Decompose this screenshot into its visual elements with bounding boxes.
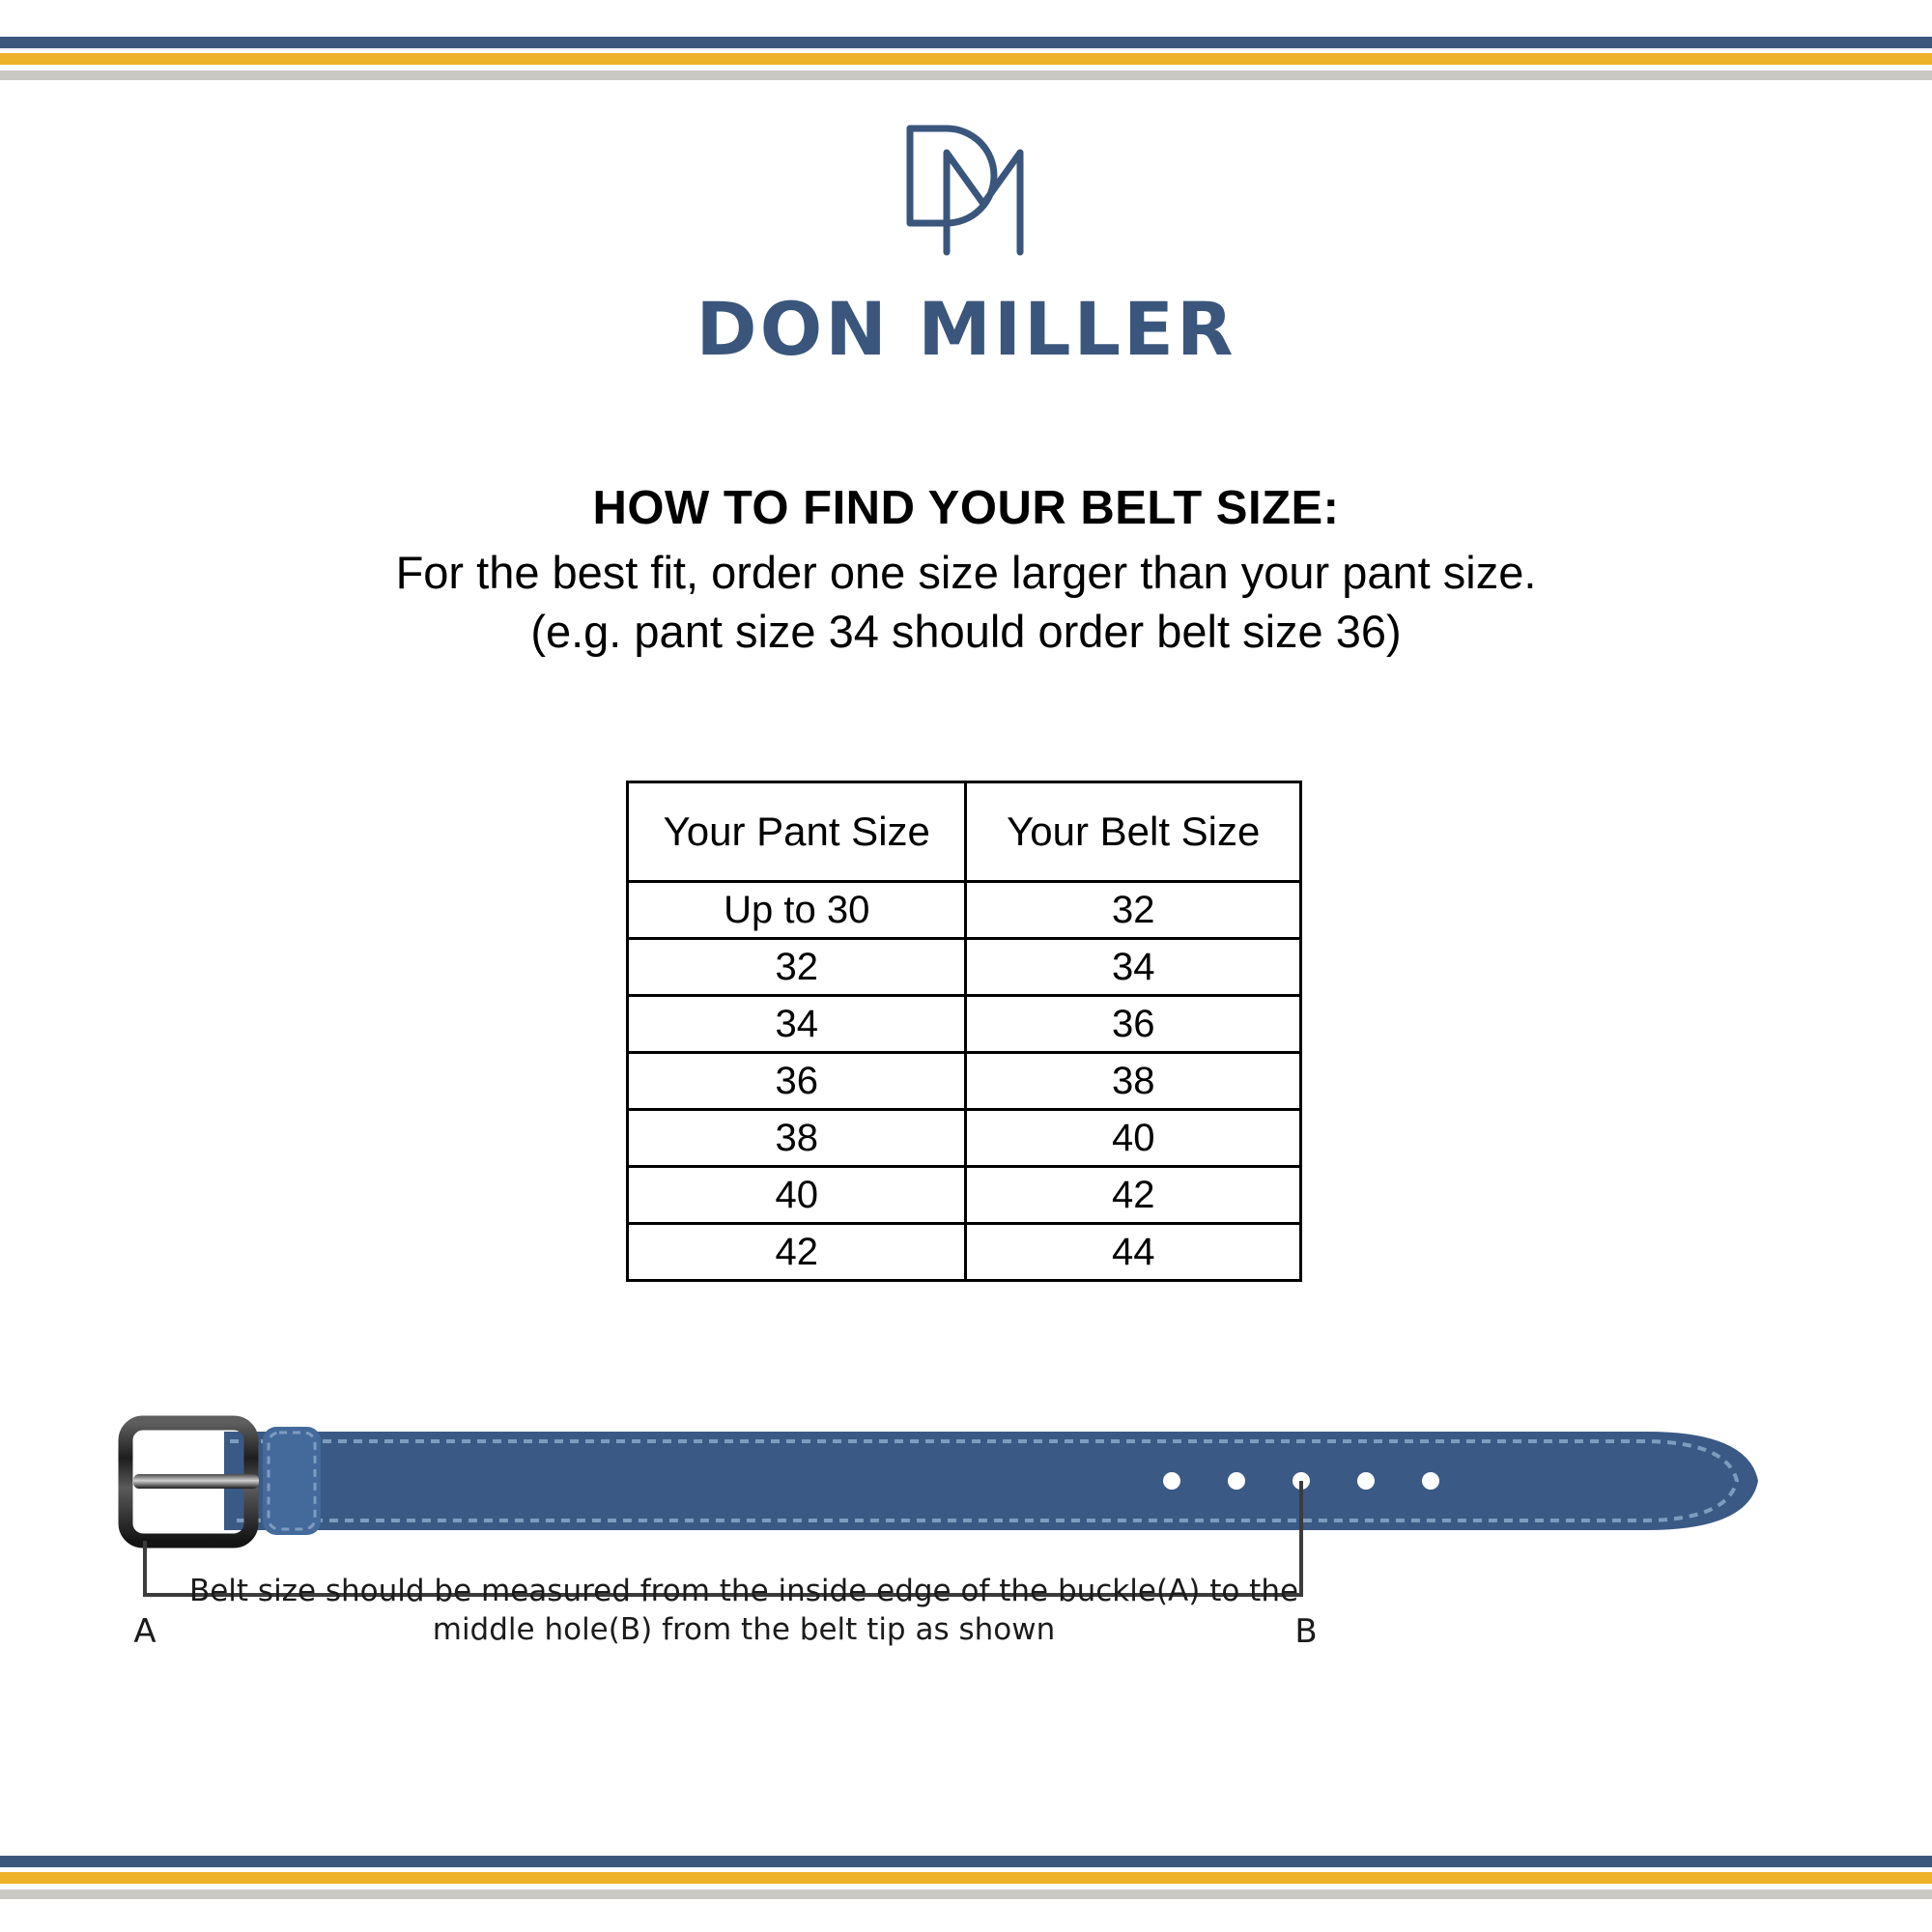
caption-line-1: Belt size should be measured from the in… bbox=[188, 1574, 1299, 1608]
column-header-pant-size: Your Pant Size bbox=[625, 781, 968, 883]
border-stripe-gray bbox=[0, 71, 1932, 80]
belt-buckle bbox=[118, 1415, 259, 1548]
border-stripe-gap bbox=[0, 48, 1932, 53]
column-header-belt-size: Your Belt Size bbox=[964, 781, 1302, 883]
table-row: 38 40 bbox=[625, 1108, 1302, 1168]
table-header-row: Your Pant Size Your Belt Size bbox=[625, 781, 1302, 883]
belt-diagram-caption: Belt size should be measured from the in… bbox=[0, 1573, 1488, 1649]
border-stripe-blue bbox=[0, 1856, 1932, 1867]
cell-pant-size: 32 bbox=[625, 937, 968, 997]
instructions-headline: HOW TO FIND YOUR BELT SIZE: bbox=[592, 482, 1340, 534]
cell-pant-size: 36 bbox=[625, 1051, 968, 1111]
cell-belt-size: 36 bbox=[964, 994, 1302, 1054]
cell-pant-size: 42 bbox=[625, 1222, 968, 1282]
belt-hole bbox=[1422, 1472, 1439, 1490]
belt-hole bbox=[1228, 1472, 1245, 1490]
border-stripe-gap bbox=[0, 1867, 1932, 1872]
border-stripe-blue bbox=[0, 37, 1932, 48]
cell-pant-size: 34 bbox=[625, 994, 968, 1054]
belt-holes bbox=[1163, 1472, 1439, 1490]
instructions-block: HOW TO FIND YOUR BELT SIZE: For the best… bbox=[0, 481, 1932, 661]
instructions-line-2: (e.g. pant size 34 should order belt siz… bbox=[530, 605, 1402, 657]
table-row: 36 38 bbox=[625, 1051, 1302, 1111]
cell-belt-size: 42 bbox=[964, 1165, 1302, 1225]
marker-label-b: B bbox=[1294, 1612, 1317, 1651]
cell-belt-size: 32 bbox=[964, 880, 1302, 940]
table-row: Up to 30 32 bbox=[625, 880, 1302, 940]
table-row: 40 42 bbox=[625, 1165, 1302, 1225]
top-border-lead bbox=[0, 0, 1932, 37]
cell-belt-size: 44 bbox=[964, 1222, 1302, 1282]
bottom-border-lead bbox=[0, 1899, 1932, 1932]
border-stripe-gap bbox=[0, 1884, 1932, 1889]
belt-diagram: A B bbox=[116, 1406, 1855, 1724]
cell-pant-size: Up to 30 bbox=[625, 880, 968, 940]
cell-belt-size: 34 bbox=[964, 937, 1302, 997]
top-border-stripes bbox=[0, 0, 1932, 80]
belt-hole bbox=[1163, 1472, 1180, 1490]
cell-pant-size: 40 bbox=[625, 1165, 968, 1225]
cell-pant-size: 38 bbox=[625, 1108, 968, 1168]
brand-name: DON MILLER bbox=[696, 286, 1236, 372]
dm-monogram-icon bbox=[889, 114, 1043, 267]
brand-header: DON MILLER bbox=[0, 114, 1932, 366]
belt-strap bbox=[224, 1432, 1758, 1530]
cell-belt-size: 40 bbox=[964, 1108, 1302, 1168]
border-stripe-gray bbox=[0, 1889, 1932, 1899]
measurement-line bbox=[143, 1481, 1303, 1597]
border-stripe-gold bbox=[0, 1872, 1932, 1884]
caption-line-2: middle hole(B) from the belt tip as show… bbox=[432, 1611, 1056, 1647]
border-stripe-gap bbox=[0, 65, 1932, 71]
cell-belt-size: 38 bbox=[964, 1051, 1302, 1111]
belt-hole bbox=[1357, 1472, 1375, 1490]
table-row: 42 44 bbox=[625, 1222, 1302, 1282]
belt-keeper-loop bbox=[263, 1427, 321, 1535]
instructions-line-1: For the best fit, order one size larger … bbox=[395, 546, 1537, 598]
table-row: 32 34 bbox=[625, 937, 1302, 997]
size-chart-table: Your Pant Size Your Belt Size Up to 30 3… bbox=[625, 781, 1302, 1282]
marker-label-a: A bbox=[133, 1612, 156, 1651]
table-row: 34 36 bbox=[625, 994, 1302, 1054]
border-stripe-gold bbox=[0, 53, 1932, 65]
bottom-border-stripes bbox=[0, 1856, 1932, 1932]
